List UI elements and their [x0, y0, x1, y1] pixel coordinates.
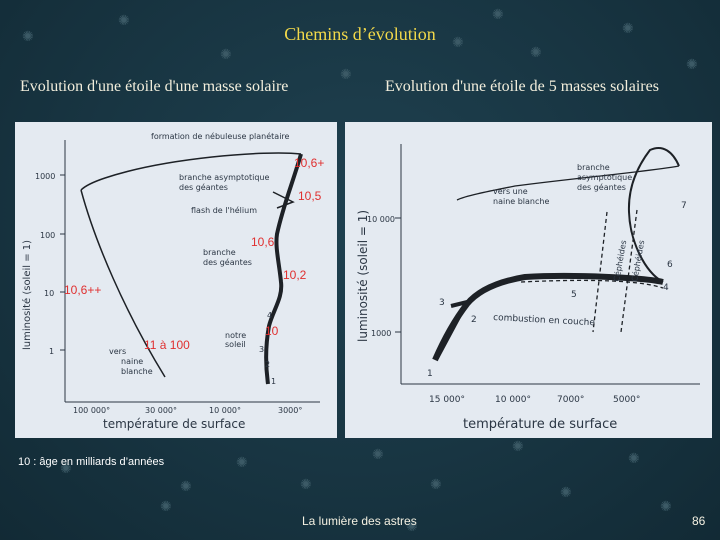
five-solar-masses-svg: 10 000 1000 15 000° 10 000° 7000° 5000° …	[356, 144, 700, 432]
agb-track	[80, 152, 302, 191]
track-point-5: 5	[571, 290, 577, 300]
core-combustion-label: combustion en couche	[493, 313, 596, 328]
track-point-6: 6	[667, 260, 673, 270]
track-point-2: 2	[265, 360, 270, 369]
background-star: ✺	[372, 447, 384, 463]
white-dwarf-label-line3: blanche	[121, 367, 153, 376]
track-point-1: 1	[427, 369, 433, 379]
age-label: 10,6	[251, 235, 275, 249]
background-star: ✺	[530, 45, 542, 61]
y-tick-label: 1000	[371, 329, 391, 338]
background-star: ✺	[236, 455, 248, 471]
background-star: ✺	[220, 47, 232, 63]
right-y-axis-label: luminosité (soleil = 1)	[356, 210, 370, 342]
left-y-axis-label: luminosité (soleil = 1)	[21, 240, 33, 350]
helium-flash-loop	[272, 191, 295, 209]
white-dwarf-label-line1: vers une	[493, 187, 528, 196]
age-label: 10,6+	[294, 156, 324, 170]
agb-label-line1: branche	[577, 163, 610, 172]
age-label: 10	[265, 324, 279, 338]
giant-branch-track	[264, 153, 303, 385]
age-label: 10,6++	[64, 283, 101, 297]
age-label: 11 à 100	[144, 338, 190, 352]
white-dwarf-label-line2: naine blanche	[493, 197, 549, 206]
age-footnote: 10 : âge en milliards d’années	[18, 456, 165, 468]
background-star: ✺	[180, 479, 192, 495]
hook-track	[435, 298, 471, 359]
planetary-nebula-label: formation de nébuleuse planétaire	[151, 131, 290, 141]
white-dwarf-label-line2: naine	[121, 357, 143, 366]
giant-track	[627, 147, 680, 283]
agb-label-line1: branche asymptotique	[179, 173, 269, 182]
left-x-axis-label: température de surface	[103, 417, 245, 431]
right-subtitle: Evolution d'une étoile de 5 masses solai…	[385, 78, 659, 95]
helium-flash-label: flash de l'hélium	[191, 205, 257, 215]
agb-label-line2: des géantes	[179, 182, 228, 192]
background-star: ✺	[406, 519, 418, 535]
footer-title: La lumière des astres	[302, 514, 417, 528]
background-star: ✺	[160, 499, 172, 515]
background-star: ✺	[430, 477, 442, 493]
five-solar-masses-diagram: 10 000 1000 15 000° 10 000° 7000° 5000° …	[345, 122, 712, 438]
slide-title: Chemins d’évolution	[284, 24, 436, 44]
left-subtitle: Evolution d'une étoile d'une masse solai…	[20, 78, 289, 95]
background-star: ✺	[300, 477, 312, 493]
track-point-1: 1	[271, 377, 276, 386]
background-star: ✺	[512, 439, 524, 455]
x-tick-label: 7000°	[557, 395, 584, 405]
x-tick-label: 10 000°	[209, 406, 241, 415]
background-star: ✺	[492, 7, 504, 23]
age-label: 10,5	[298, 189, 322, 203]
page-number: 86	[692, 514, 706, 528]
one-solar-mass-svg: 1000 100 10 1 100 000° 30 000° 10 000° 3…	[21, 131, 324, 431]
background-star: ✺	[628, 451, 640, 467]
agb-label-line2: asymptotique	[577, 173, 632, 182]
background-star: ✺	[452, 35, 464, 51]
y-tick-label: 10	[44, 289, 54, 298]
track-point-2: 2	[471, 315, 477, 325]
background-star: ✺	[622, 21, 634, 37]
y-tick-label: 100	[40, 231, 55, 240]
giant-branch-label-line2: des géantes	[203, 257, 252, 267]
white-dwarf-label-line1: vers	[109, 347, 126, 356]
y-tick-label: 1000	[35, 172, 55, 181]
giant-branch-label-line1: branche	[203, 248, 236, 257]
background-star: ✺	[60, 461, 72, 477]
track-point-4: 4	[267, 311, 272, 320]
background-star: ✺	[340, 67, 352, 83]
background-star: ✺	[660, 499, 672, 515]
agb-label-line3: des géantes	[577, 182, 626, 192]
x-tick-label: 3000°	[278, 406, 302, 415]
cooling-track	[80, 189, 166, 378]
instability-strip-left	[592, 211, 608, 333]
background-star: ✺	[560, 485, 572, 501]
track-point-7: 7	[681, 201, 687, 211]
one-solar-mass-diagram: 1000 100 10 1 100 000° 30 000° 10 000° 3…	[15, 122, 337, 438]
background-star: ✺	[118, 13, 130, 29]
track-point-3: 3	[439, 298, 445, 308]
y-tick-label: 1	[49, 347, 54, 356]
track-point-4: 4	[663, 283, 669, 293]
background-star: ✺	[22, 29, 34, 45]
x-tick-label: 5000°	[613, 395, 640, 405]
x-tick-label: 10 000°	[495, 395, 531, 405]
agb-track	[456, 165, 680, 201]
x-tick-label: 15 000°	[429, 395, 465, 405]
x-tick-label: 100 000°	[73, 406, 110, 415]
our-sun-label-line1: notre	[225, 331, 246, 340]
track-point-3: 3	[259, 345, 264, 354]
x-tick-label: 30 000°	[145, 406, 177, 415]
shell-burning-dashed	[520, 279, 664, 289]
background-star: ✺	[686, 57, 698, 73]
age-label: 10,2	[283, 268, 307, 282]
y-tick-label: 10 000	[367, 215, 395, 224]
right-x-axis-label: température de surface	[463, 417, 617, 432]
our-sun-label-line2: soleil	[225, 340, 246, 349]
